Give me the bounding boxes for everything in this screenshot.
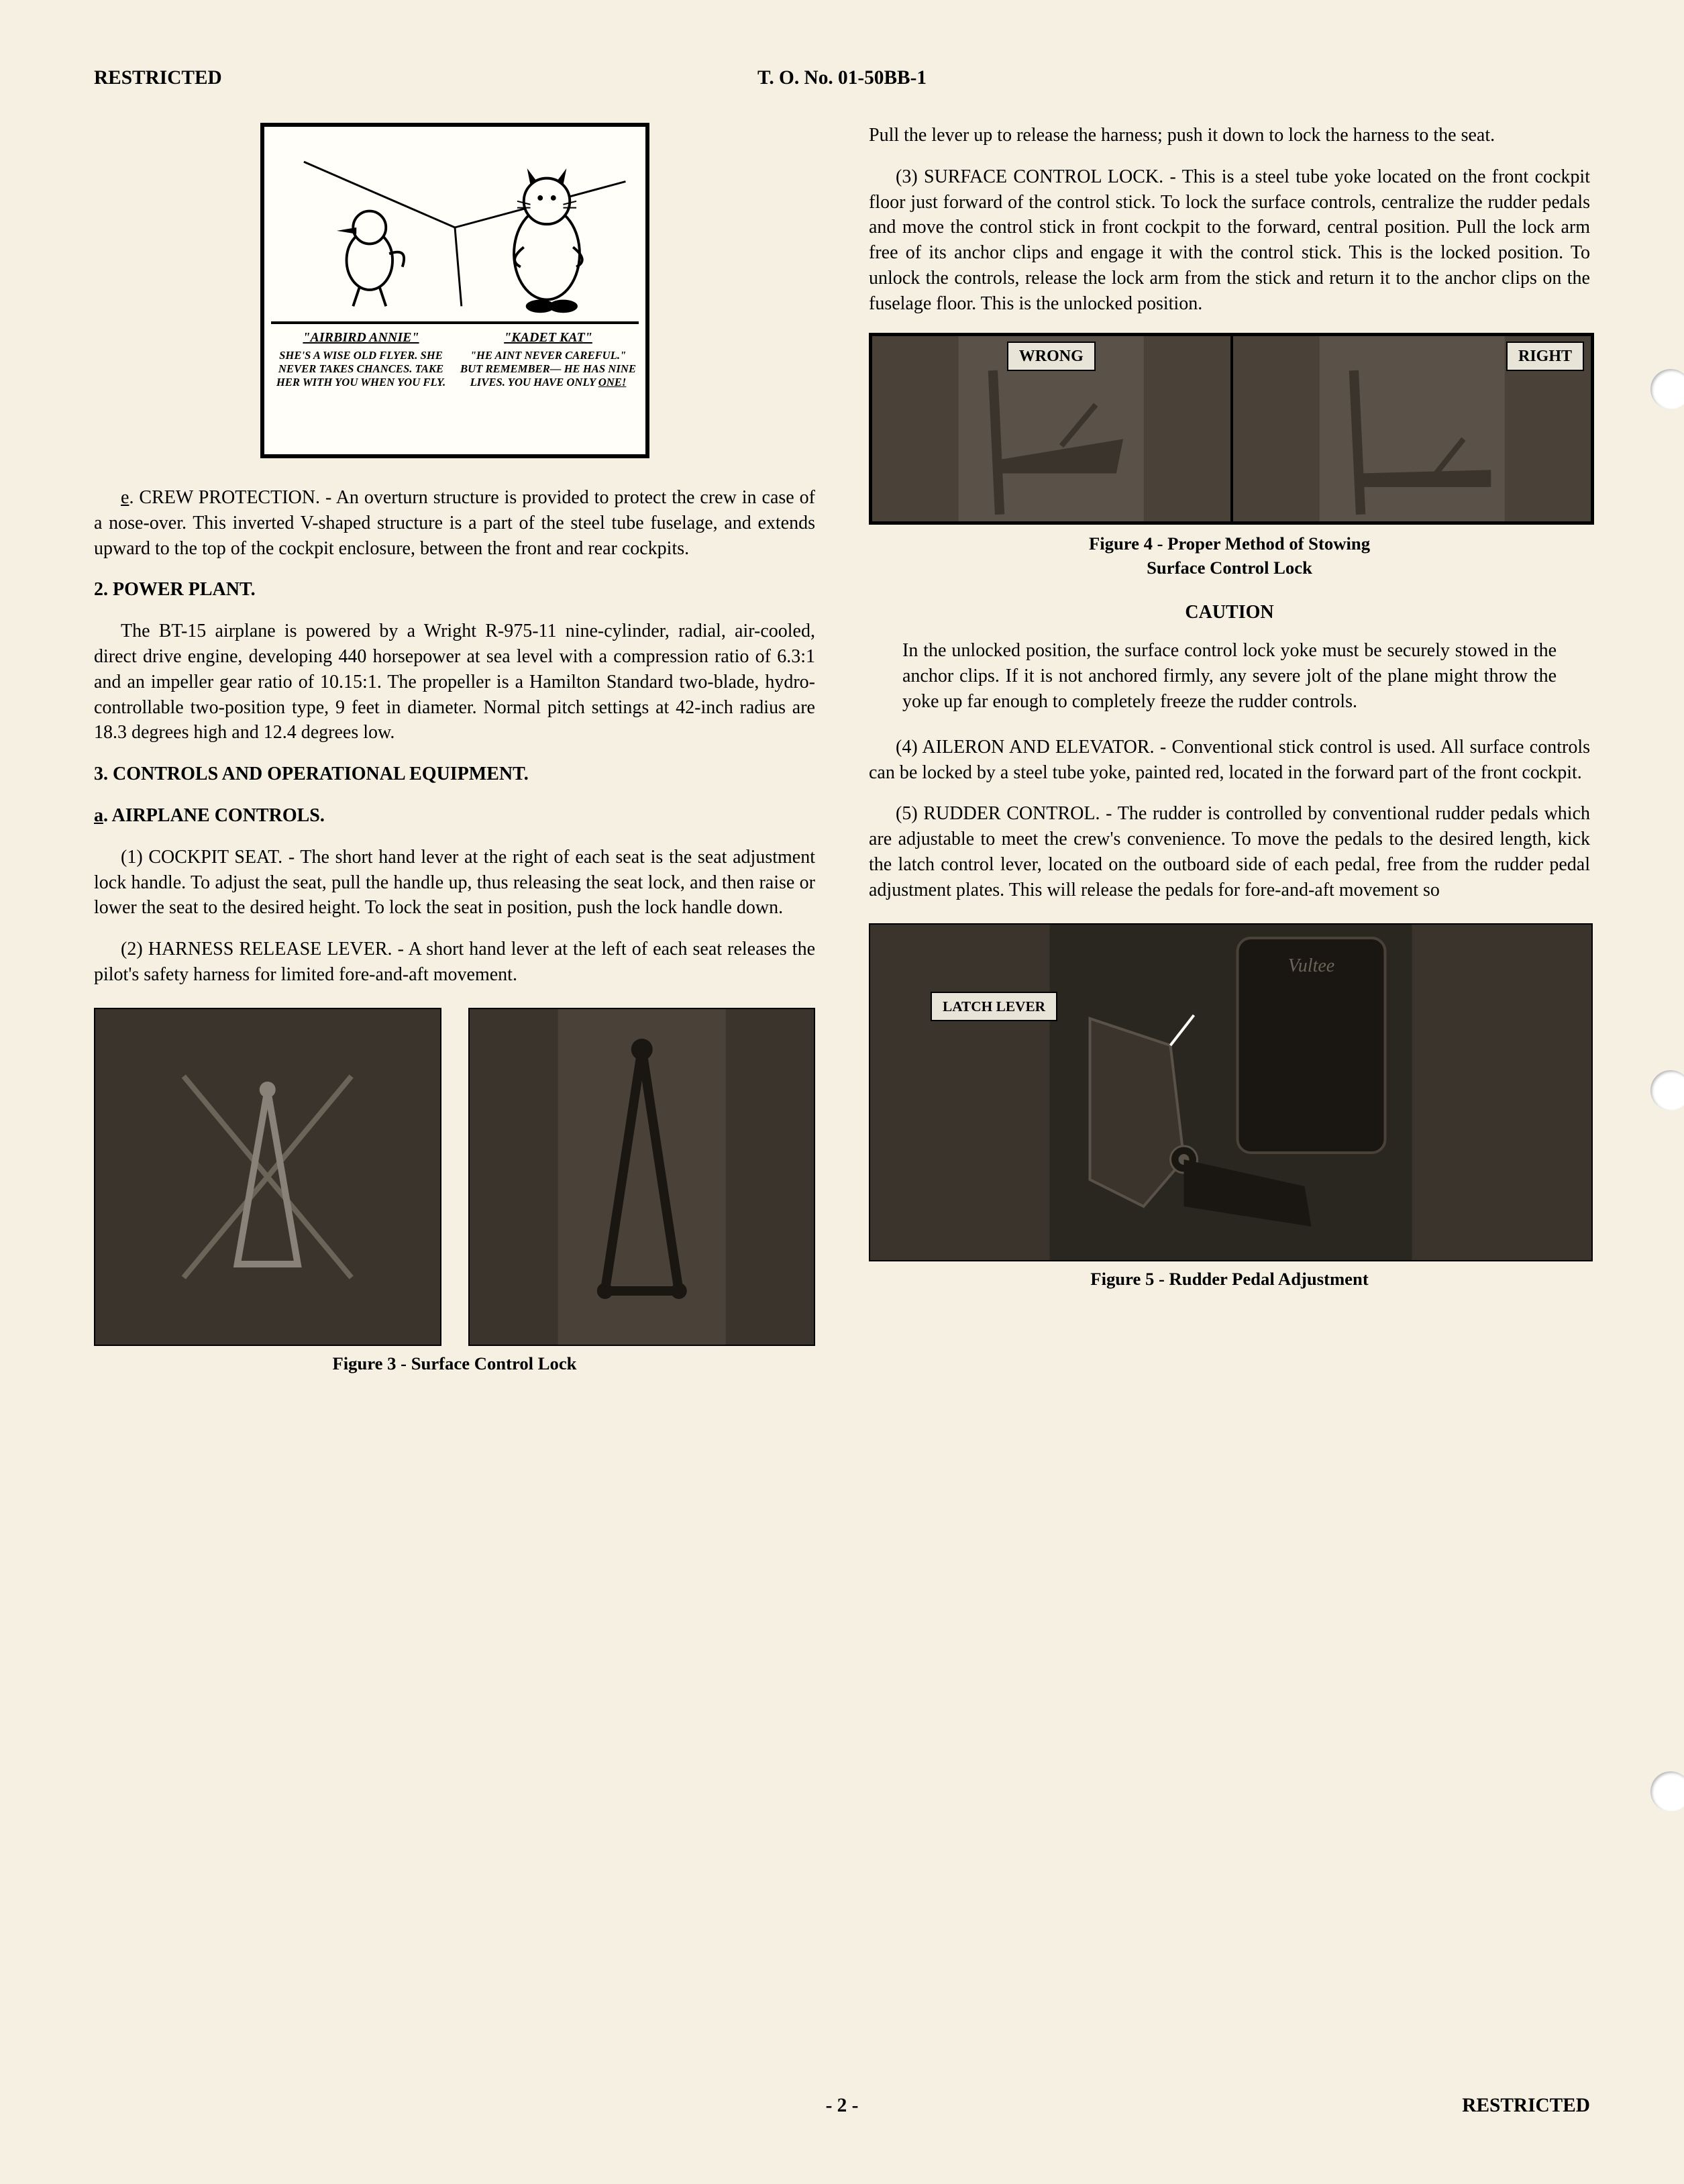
figure-3-right-photo: [468, 1008, 816, 1346]
harness-continue: Pull the lever up to release the harness…: [869, 123, 1590, 148]
header-doc-number: T. O. No. 01-50BB-1: [757, 67, 927, 89]
hole-punch: [1650, 1771, 1684, 1812]
rudder-control-para: (5) RUDDER CONTROL. - The rudder is cont…: [869, 801, 1590, 902]
cartoon-title-right: "KADET KAT": [458, 329, 639, 346]
aileron-elevator-para: (4) AILERON AND ELEVATOR. - Conventional…: [869, 735, 1590, 786]
cartoon-svg: [271, 134, 639, 321]
photo-svg: Vultee: [870, 925, 1591, 1260]
right-label: RIGHT: [1506, 342, 1584, 371]
airplane-controls-heading: a. AIRPLANE CONTROLS.: [94, 803, 815, 829]
cockpit-seat-para: (1) COCKPIT SEAT. - The short hand lever…: [94, 845, 815, 921]
svg-text:Vultee: Vultee: [1288, 955, 1334, 976]
cartoon-left-col: "AIRBIRD ANNIE" SHE'S A WISE OLD FLYER. …: [271, 329, 452, 389]
figure-4-photo: WRONG RIGHT: [869, 333, 1594, 525]
cartoon-drawing: [271, 134, 639, 321]
surface-control-lock-para: (3) SURFACE CONTROL LOCK. - This is a st…: [869, 164, 1590, 317]
figure-3-left-photo: [94, 1008, 441, 1346]
figure-4-caption: Figure 4 - Proper Method of Stowing Surf…: [869, 531, 1590, 580]
page-footer: - 2 - RESTRICTED: [94, 2095, 1590, 2117]
document-page: RESTRICTED T. O. No. 01-50BB-1: [0, 0, 1684, 2184]
footer-classification: RESTRICTED: [1462, 2095, 1590, 2117]
figure-5-caption: Figure 5 - Rudder Pedal Adjustment: [869, 1267, 1590, 1291]
content-columns: "AIRBIRD ANNIE" SHE'S A WISE OLD FLYER. …: [94, 123, 1590, 1396]
wrong-label: WRONG: [1007, 342, 1096, 371]
cartoon-text: "AIRBIRD ANNIE" SHE'S A WISE OLD FLYER. …: [271, 321, 639, 389]
cartoon-illustration: "AIRBIRD ANNIE" SHE'S A WISE OLD FLYER. …: [260, 123, 649, 458]
caution-heading: CAUTION: [869, 600, 1590, 625]
cartoon-body-right: "HE AINT NEVER CAREFUL." BUT REMEMBER— H…: [458, 349, 639, 389]
photo-svg: [470, 1009, 814, 1345]
cartoon-title-left: "AIRBIRD ANNIE": [271, 329, 452, 346]
figure-3-caption: Figure 3 - Surface Control Lock: [94, 1351, 815, 1375]
harness-release-para: (2) HARNESS RELEASE LEVER. - A short han…: [94, 937, 815, 988]
header-classification: RESTRICTED: [94, 67, 222, 89]
controls-heading: 3. CONTROLS AND OPERATIONAL EQUIPMENT.: [94, 762, 815, 787]
page-header: RESTRICTED T. O. No. 01-50BB-1: [94, 67, 1590, 89]
power-plant-heading: 2. POWER PLANT.: [94, 577, 815, 603]
crew-protection-para: e. CREW PROTECTION. - An overturn struct…: [94, 485, 815, 561]
wrong-panel: WRONG: [871, 335, 1232, 523]
right-panel: RIGHT: [1232, 335, 1593, 523]
caution-text: In the unlocked position, the surface co…: [902, 638, 1557, 714]
page-number: - 2 -: [826, 2095, 859, 2117]
hole-punch: [1650, 1070, 1684, 1110]
left-column: "AIRBIRD ANNIE" SHE'S A WISE OLD FLYER. …: [94, 123, 815, 1396]
latch-lever-label: LATCH LEVER: [931, 992, 1057, 1022]
power-plant-text: The BT-15 airplane is powered by a Wrigh…: [94, 619, 815, 745]
cartoon-body-left: SHE'S A WISE OLD FLYER. SHE NEVER TAKES …: [271, 349, 452, 389]
right-column: Pull the lever up to release the harness…: [869, 123, 1590, 1396]
figure-5-photo: LATCH LEVER Vultee: [869, 923, 1593, 1261]
photo-svg: [95, 1009, 440, 1345]
hole-punch: [1650, 369, 1684, 409]
cartoon-right-col: "KADET KAT" "HE AINT NEVER CAREFUL." BUT…: [458, 329, 639, 389]
figure-3-photos: [94, 1008, 815, 1346]
